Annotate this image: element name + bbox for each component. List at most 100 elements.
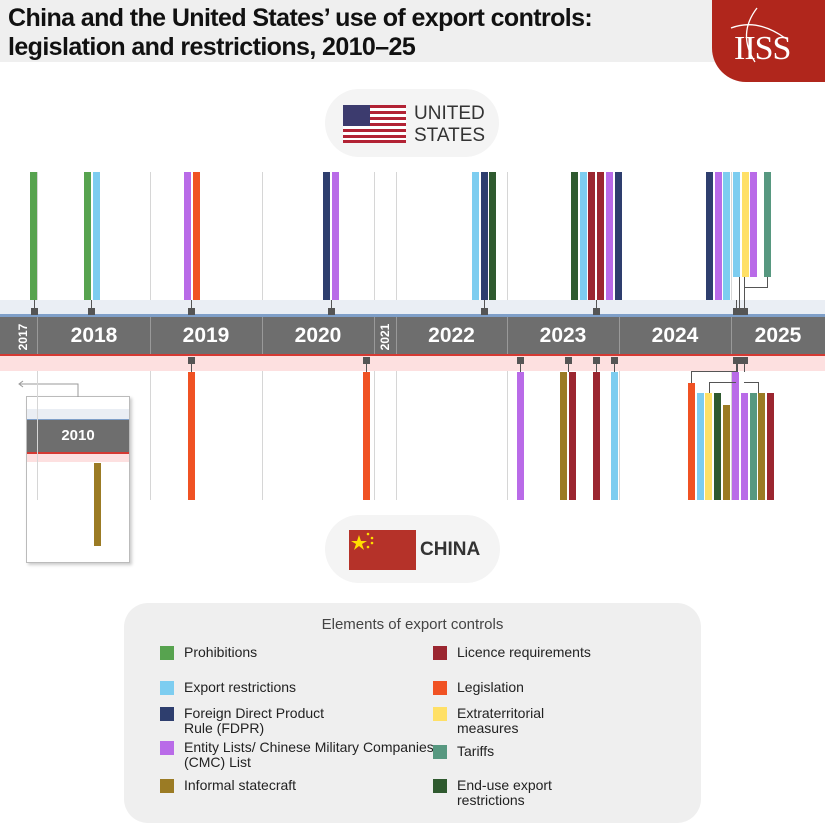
us-event-marker (31, 308, 38, 315)
china-band (0, 356, 825, 371)
year-divider (731, 371, 732, 500)
year-divider (396, 371, 397, 500)
legend-label: Foreign Direct Product Rule (FDPR) (184, 705, 325, 736)
us-event-connector (736, 300, 737, 308)
year-label: 2022 (428, 324, 475, 347)
year-label: 2025 (754, 324, 802, 347)
year-label: 2020 (294, 324, 342, 347)
year-label: 2023 (539, 324, 587, 347)
legend-label: Legislation (457, 679, 524, 695)
us-event-bar-fdpr (480, 172, 488, 300)
china-event-bar-export-restrictions (696, 393, 704, 500)
legend-item-informal-statecraft: Informal statecraft (160, 778, 334, 793)
us-flag-icon (343, 105, 406, 143)
us-event-connector (484, 300, 485, 308)
year-divider (37, 317, 38, 354)
us-label: STATES (414, 125, 486, 146)
year-divider (619, 317, 620, 354)
legend-item-end-use: End-use export restrictions (433, 777, 607, 808)
year-divider (507, 172, 508, 300)
china-event-bar-tariffs (749, 393, 757, 500)
china-event-marker (741, 357, 748, 364)
inset-year-label: 2010 (61, 427, 95, 444)
inset-pointer-icon (18, 380, 79, 397)
legend-swatch (160, 741, 174, 755)
china-event-bar-licence-requirements (767, 393, 775, 500)
us-event-marker (188, 308, 195, 315)
us-event-bar-extraterritorial (741, 172, 749, 277)
china-event-connector (737, 364, 738, 372)
china-event-bar-entity-lists (732, 372, 739, 500)
china-event-bar-informal-statecraft (560, 372, 567, 500)
china-event-bar-informal-statecraft (722, 405, 730, 500)
us-event-marker (88, 308, 95, 315)
china-event-bar-entity-lists (741, 393, 748, 500)
year-divider (374, 172, 375, 300)
china-flag-icon (349, 530, 416, 570)
legend-label: Export restrictions (184, 679, 297, 695)
year-label: 2018 (70, 324, 118, 347)
us-band (0, 300, 825, 315)
us-event-bar-entity-lists (184, 172, 191, 300)
legend-label: Entity Lists/ Chinese Military Companies… (184, 739, 434, 770)
year-divider (374, 317, 375, 354)
us-event-bar-prohibitions (30, 172, 37, 300)
us-event-connector (331, 300, 332, 308)
china-event-bar-licence-requirements (568, 372, 576, 500)
china-event-connector (744, 364, 745, 372)
china-event-bar-end-use (714, 393, 722, 500)
year-divider (150, 317, 151, 354)
china-event-marker (593, 357, 600, 364)
us-event-bar-licence-requirements (597, 172, 605, 300)
china-event-bar-licence-requirements (593, 372, 600, 500)
us-event-bar-entity-lists (605, 172, 613, 300)
legend-swatch (433, 646, 447, 660)
legend-swatch (433, 707, 447, 721)
us-event-marker (741, 308, 748, 315)
legend-swatch (160, 707, 174, 721)
legend-label: Prohibitions (184, 644, 258, 660)
year-divider (374, 371, 375, 500)
year-divider (507, 371, 508, 500)
us-event-bar-export-restrictions (472, 172, 479, 300)
us-event-bar-export-restrictions (733, 172, 740, 277)
us-event-connector (596, 300, 597, 308)
legend-item-fdpr: Foreign Direct Product Rule (FDPR) (160, 705, 334, 736)
china-event-connector (568, 364, 569, 372)
us-event-connector (744, 277, 745, 308)
us-event-bar-licence-requirements (588, 172, 596, 300)
us-event-bar-legislation (192, 172, 200, 300)
china-event-connector (691, 371, 692, 383)
china-event-bar-legislation (363, 372, 370, 500)
legend-title: Elements of export controls (321, 616, 504, 633)
iiss-logo: IISS (712, 0, 825, 82)
legend-item-licence-requirements: Licence requirements (433, 645, 607, 660)
legend-swatch (160, 646, 174, 660)
china-event-bar-export-restrictions (611, 372, 618, 500)
year-divider (150, 172, 151, 300)
legend-swatch (433, 779, 447, 793)
china-event-connector (691, 371, 736, 372)
china-event-connector (596, 364, 597, 372)
us-event-bar-entity-lists (750, 172, 758, 277)
china-event-bar-entity-lists (517, 372, 524, 500)
us-event-bar-end-use (489, 172, 497, 300)
china-event-bar-informal-statecraft (94, 463, 101, 546)
year-divider (150, 371, 151, 500)
china-label: CHINA (420, 539, 481, 560)
legend-swatch (160, 779, 174, 793)
year-label: 2021 (378, 323, 392, 351)
legend-swatch (160, 681, 174, 695)
us-event-connector (191, 300, 192, 308)
us-event-connector (744, 287, 768, 288)
china-event-connector (709, 382, 710, 393)
us-event-bar-prohibitions (84, 172, 91, 300)
legend-item-tariffs: Tariffs (433, 744, 607, 759)
legend-label: End-use export restrictions (457, 777, 552, 808)
china-event-connector (614, 364, 615, 372)
us-event-bar-fdpr (706, 172, 713, 300)
us-label: UNITED (414, 103, 485, 124)
us-event-bar-tariffs (764, 172, 771, 277)
year-divider (731, 317, 732, 354)
year-divider (262, 317, 263, 354)
